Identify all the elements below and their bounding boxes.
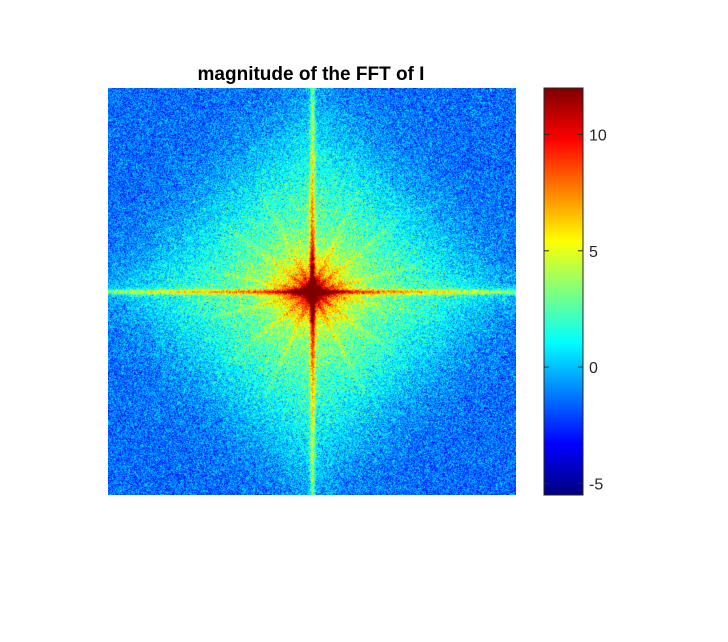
heatmap-panel — [108, 88, 516, 495]
colorbar-tick-label: 0 — [589, 360, 598, 377]
colorbar-tick-label: 5 — [589, 244, 598, 261]
plot-title: magnitude of the FFT of I — [198, 64, 425, 85]
fft-magnitude-heatmap — [108, 88, 516, 495]
colorbar-tick-label: 10 — [589, 128, 607, 145]
colorbar-tick-label: -5 — [589, 476, 603, 493]
colorbar-gradient — [544, 88, 583, 495]
colorbar: -5 0 5 10 — [544, 88, 607, 495]
